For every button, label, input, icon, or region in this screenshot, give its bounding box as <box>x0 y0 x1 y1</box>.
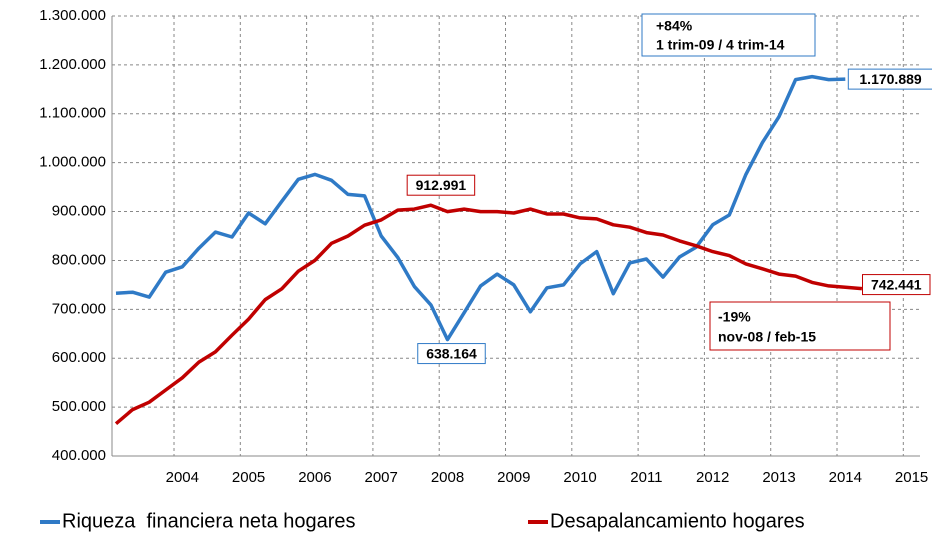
y-tick-label: 1.300.000 <box>39 7 106 24</box>
x-tick-label: 2009 <box>497 469 530 486</box>
y-tick-label: 500.000 <box>52 398 106 415</box>
x-tick-label: 2014 <box>829 469 862 486</box>
annotation: +84% <box>656 18 693 34</box>
annotation: 1 trim-09 / 4 trim-14 <box>656 37 785 53</box>
x-tick-label: 2012 <box>696 469 729 486</box>
x-tick-label: 2010 <box>563 469 596 486</box>
y-tick-label: 1.000.000 <box>39 154 106 171</box>
x-tick-label: 2015 <box>895 469 928 486</box>
x-tick-label: 2005 <box>232 469 265 486</box>
x-tick-label: 2007 <box>365 469 398 486</box>
legend-label: Desapalancamiento hogares <box>550 510 805 532</box>
value-label: 912.991 <box>416 177 467 193</box>
annotation: nov-08 / feb-15 <box>718 329 816 345</box>
value-label-box <box>406 174 476 196</box>
legend-label: Riqueza financiera neta hogares <box>62 510 356 532</box>
y-tick-label: 1.100.000 <box>39 105 106 122</box>
annotation-box <box>641 13 816 57</box>
value-label-box <box>417 343 486 365</box>
y-tick-label: 900.000 <box>52 203 106 220</box>
series-line <box>114 203 863 426</box>
y-tick-label: 400.000 <box>52 447 106 464</box>
series-line <box>115 74 846 342</box>
y-tick-label: 700.000 <box>52 300 106 317</box>
value-label-box <box>862 274 931 296</box>
value-label: 1.170.889 <box>859 71 921 87</box>
value-label: 638.164 <box>426 345 477 361</box>
annotation-box <box>709 301 891 351</box>
x-tick-label: 2004 <box>166 469 199 486</box>
annotation: -19% <box>718 309 751 325</box>
x-tick-label: 2013 <box>762 469 795 486</box>
x-tick-label: 2008 <box>431 469 464 486</box>
value-label-box <box>847 68 932 90</box>
x-tick-label: 2011 <box>630 469 662 486</box>
value-label: 742.441 <box>871 276 922 292</box>
y-tick-label: 600.000 <box>52 349 106 366</box>
y-tick-label: 800.000 <box>52 251 106 268</box>
y-tick-label: 1.200.000 <box>39 56 106 73</box>
x-tick-label: 2006 <box>298 469 331 486</box>
